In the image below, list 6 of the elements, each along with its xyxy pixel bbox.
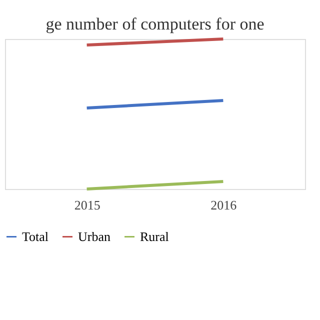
legend-label: Urban [78,228,111,244]
chart-title: ge number of computers for one [46,14,264,34]
legend-label: Rural [140,228,170,244]
legend-label: Total [22,228,49,244]
x-tick-label: 2015 [74,198,100,212]
x-tick-label: 2016 [210,198,238,212]
